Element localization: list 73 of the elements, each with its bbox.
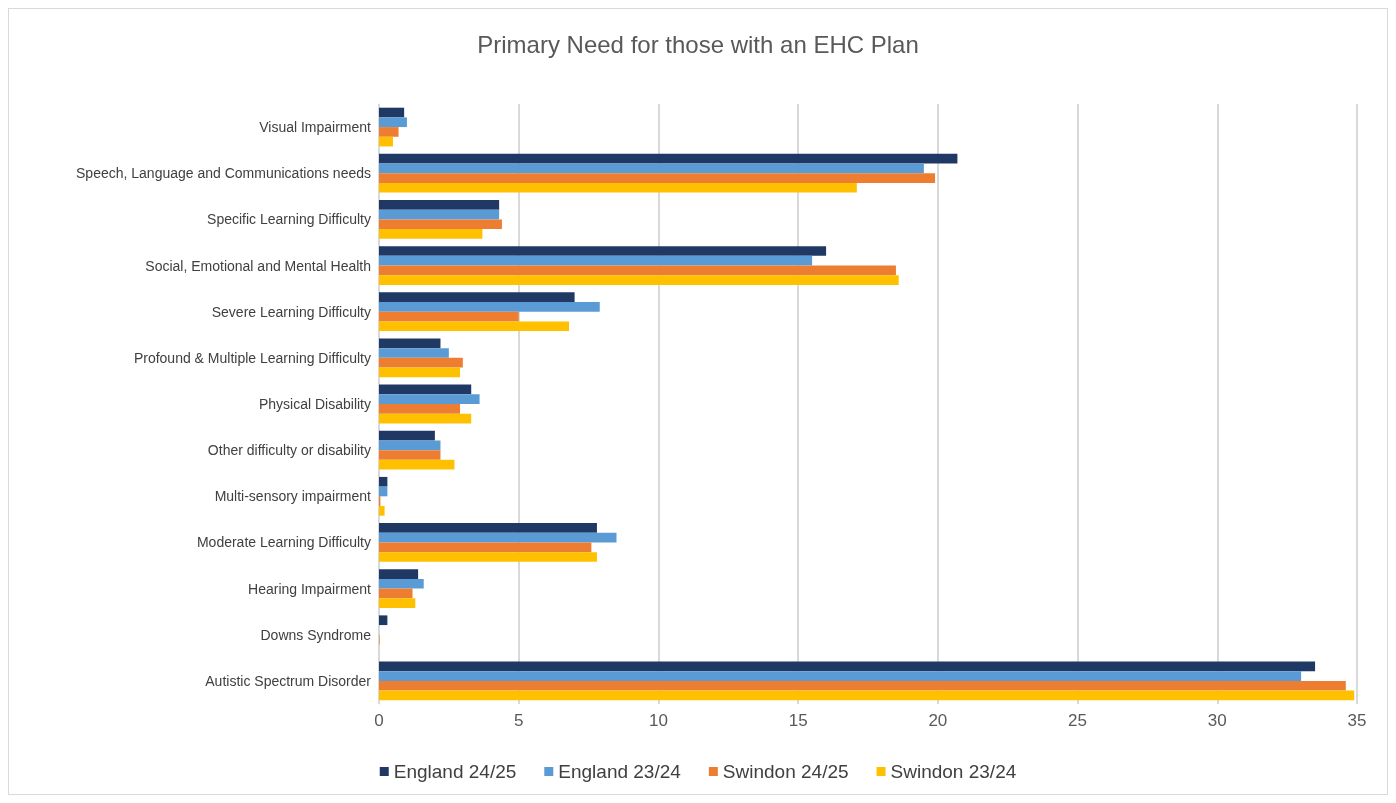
legend-label: England 23/24 (558, 761, 682, 782)
bar (379, 127, 399, 137)
y-tick-label: Physical Disability (258, 396, 371, 412)
bar (379, 219, 502, 230)
bar (379, 440, 441, 451)
bar (379, 153, 958, 164)
bar (379, 506, 385, 516)
bar (379, 450, 441, 460)
y-tick-label: Social, Emotional and Mental Health (145, 257, 371, 274)
bar (379, 255, 813, 266)
bar (379, 265, 896, 276)
bar (379, 302, 600, 312)
x-tick-label: 5 (513, 711, 524, 730)
x-tick-label: 30 (1207, 711, 1227, 730)
bar (379, 311, 519, 322)
legend-label: Swindon 23/24 (890, 761, 1017, 782)
bar (379, 246, 827, 256)
x-tick-label: 35 (1347, 711, 1367, 730)
y-tick-label: Profound & Multiple Learning Difficulty (133, 349, 371, 366)
x-tick-label: 15 (788, 711, 808, 730)
y-tick-label: Multi-sensory impairment (214, 488, 372, 505)
bar (379, 229, 483, 239)
bar (379, 690, 1355, 701)
bar (379, 552, 597, 562)
bar (379, 671, 1302, 681)
bar (379, 542, 592, 553)
bar (379, 348, 449, 358)
bar (379, 275, 899, 285)
chart-title: Primary Need for those with an EHC Plan (477, 30, 919, 58)
bar (379, 136, 393, 147)
bar (379, 404, 461, 414)
bar (379, 430, 435, 441)
bar (379, 523, 597, 533)
bar (379, 367, 461, 378)
bar (379, 588, 413, 599)
y-tick-label: Downs Syndrome (260, 626, 372, 643)
bar (379, 292, 575, 302)
bar (379, 459, 455, 470)
bar (379, 209, 500, 220)
bar (379, 107, 405, 118)
bar (379, 615, 388, 626)
legend-label: England 24/25 (393, 761, 517, 782)
bar (379, 532, 617, 543)
x-tick-label: 10 (648, 711, 668, 730)
y-tick-label: Hearing Impairment (248, 580, 372, 597)
bar (379, 661, 1316, 672)
bar (379, 476, 388, 487)
x-tick-label: 20 (928, 711, 948, 730)
y-tick-label: Specific Learning Difficulty (207, 211, 371, 228)
bar (379, 117, 407, 128)
bar (379, 357, 463, 368)
bar (379, 413, 472, 424)
x-tick-label: 0 (374, 711, 384, 730)
bar (379, 200, 500, 210)
bar (379, 569, 419, 579)
bar (379, 163, 924, 174)
bar (379, 182, 857, 193)
bar (379, 394, 480, 404)
bar (379, 338, 441, 349)
y-tick-label: Visual Impairment (259, 119, 372, 136)
bar (379, 173, 936, 183)
bar (379, 384, 472, 395)
x-tick-label: 25 (1068, 711, 1088, 730)
bar (379, 598, 416, 608)
y-tick-label: Severe Learning Difficulty (211, 303, 371, 320)
y-tick-label: Speech, Language and Communications needs (76, 165, 371, 182)
bar (379, 680, 1346, 691)
y-tick-label: Other difficulty or disability (207, 442, 371, 459)
y-tick-label: Moderate Learning Difficulty (196, 534, 371, 551)
y-tick-label: Autistic Spectrum Disorder (205, 672, 372, 689)
bar (379, 321, 570, 332)
legend-label: Swindon 24/25 (722, 761, 849, 782)
bar (379, 578, 424, 589)
